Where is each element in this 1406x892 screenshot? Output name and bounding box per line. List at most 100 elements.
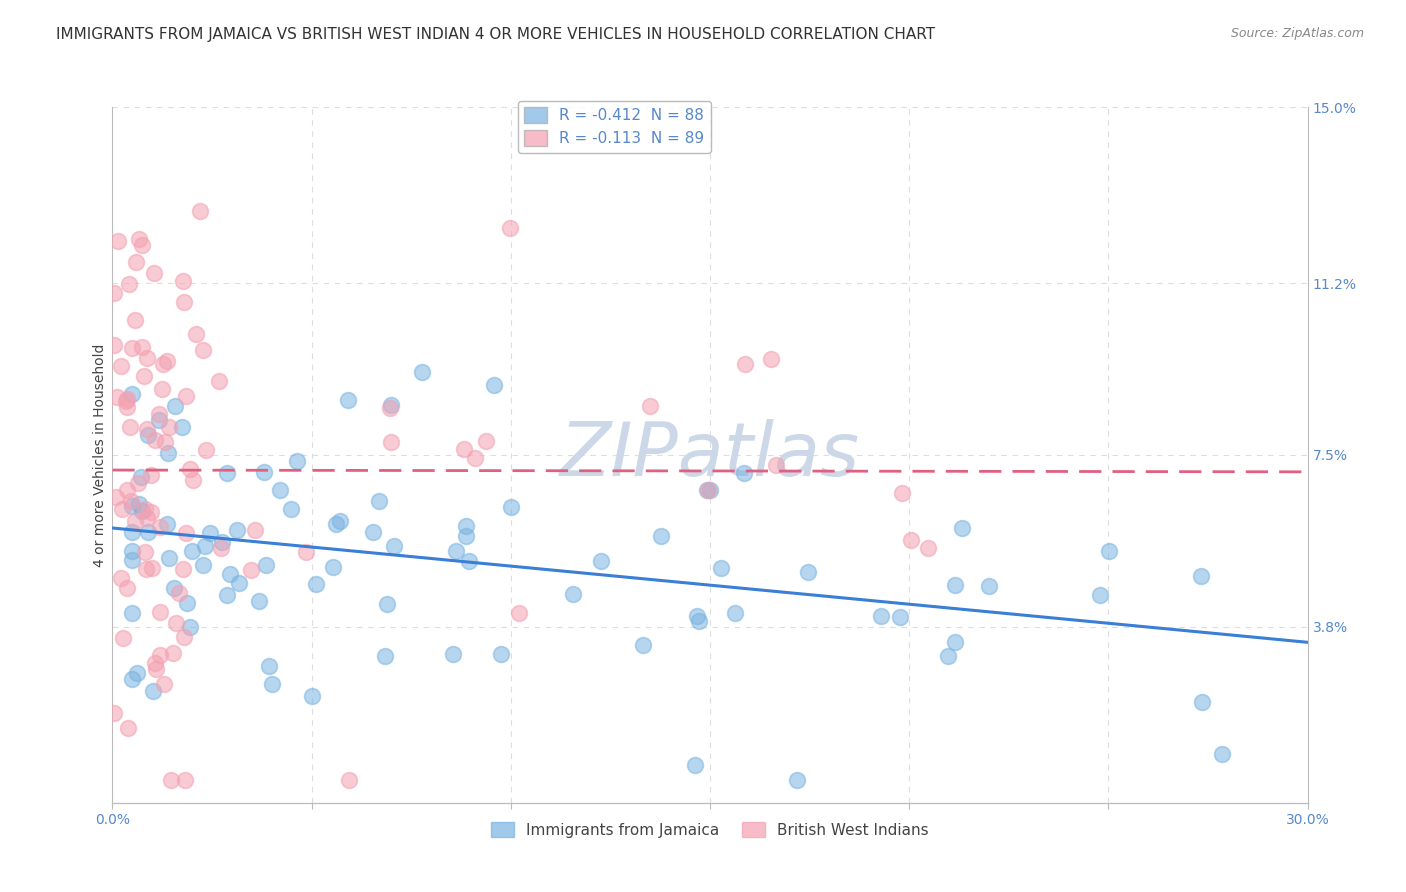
Point	[194, 539, 217, 553]
Point	[129, 470, 152, 484]
Point	[120, 494, 142, 508]
Point	[159, 550, 181, 565]
Point	[252, 465, 274, 479]
Point	[368, 493, 391, 508]
Point	[132, 369, 155, 384]
Point	[889, 610, 911, 624]
Point	[950, 521, 973, 535]
Point	[118, 277, 141, 291]
Point	[322, 559, 344, 574]
Point	[759, 352, 782, 367]
Point	[211, 535, 233, 549]
Point	[110, 359, 132, 374]
Point	[149, 520, 172, 534]
Point	[217, 466, 239, 480]
Point	[247, 594, 270, 608]
Point	[134, 502, 156, 516]
Point	[179, 620, 201, 634]
Point	[786, 772, 808, 787]
Point	[131, 340, 153, 354]
Point	[724, 606, 747, 620]
Point	[173, 772, 195, 787]
Point	[295, 545, 318, 559]
Point	[183, 473, 205, 487]
Point	[115, 483, 138, 497]
Point	[121, 387, 143, 401]
Point	[226, 523, 249, 537]
Point	[696, 483, 718, 497]
Point	[259, 658, 281, 673]
Point	[105, 390, 128, 404]
Point	[458, 553, 481, 567]
Point	[688, 614, 710, 628]
Point	[127, 476, 149, 491]
Point	[172, 274, 194, 288]
Point	[167, 585, 190, 599]
Point	[696, 483, 718, 497]
Point	[136, 427, 159, 442]
Point	[211, 541, 233, 555]
Point	[111, 502, 134, 516]
Point	[499, 500, 522, 514]
Point	[337, 772, 360, 787]
Point	[254, 558, 277, 572]
Point	[141, 561, 163, 575]
Point	[156, 353, 179, 368]
Point	[170, 420, 193, 434]
Point	[117, 400, 139, 414]
Point	[710, 561, 733, 575]
Point	[1211, 747, 1233, 761]
Point	[121, 606, 143, 620]
Point	[638, 399, 661, 413]
Point	[165, 615, 187, 630]
Point	[508, 606, 530, 620]
Point	[117, 721, 139, 735]
Point	[262, 677, 284, 691]
Point	[172, 562, 194, 576]
Point	[165, 399, 187, 413]
Point	[176, 596, 198, 610]
Point	[193, 343, 215, 357]
Point	[103, 706, 125, 720]
Point	[193, 558, 215, 573]
Point	[120, 420, 142, 434]
Point	[180, 544, 202, 558]
Point	[107, 234, 129, 248]
Point	[374, 648, 396, 663]
Legend: Immigrants from Jamaica, British West Indians: Immigrants from Jamaica, British West In…	[485, 815, 935, 844]
Point	[900, 533, 922, 547]
Point	[499, 220, 522, 235]
Point	[121, 341, 143, 355]
Text: ZIPatlas: ZIPatlas	[560, 419, 860, 491]
Point	[115, 581, 138, 595]
Point	[198, 526, 221, 541]
Point	[228, 575, 250, 590]
Point	[174, 388, 197, 402]
Point	[977, 579, 1000, 593]
Point	[136, 511, 159, 525]
Point	[184, 326, 207, 341]
Point	[148, 413, 170, 427]
Point	[163, 581, 186, 595]
Point	[145, 656, 167, 670]
Point	[269, 483, 291, 497]
Point	[128, 497, 150, 511]
Point	[125, 255, 148, 269]
Point	[734, 357, 756, 371]
Point	[142, 684, 165, 698]
Point	[456, 518, 478, 533]
Point	[489, 647, 512, 661]
Point	[561, 586, 583, 600]
Point	[157, 420, 180, 434]
Y-axis label: 4 or more Vehicles in Household: 4 or more Vehicles in Household	[93, 343, 107, 566]
Point	[150, 382, 173, 396]
Point	[633, 638, 655, 652]
Point	[149, 648, 172, 662]
Point	[143, 266, 166, 280]
Point	[796, 565, 818, 579]
Point	[301, 689, 323, 703]
Point	[121, 524, 143, 539]
Point	[380, 398, 402, 412]
Point	[219, 566, 242, 581]
Point	[464, 451, 486, 466]
